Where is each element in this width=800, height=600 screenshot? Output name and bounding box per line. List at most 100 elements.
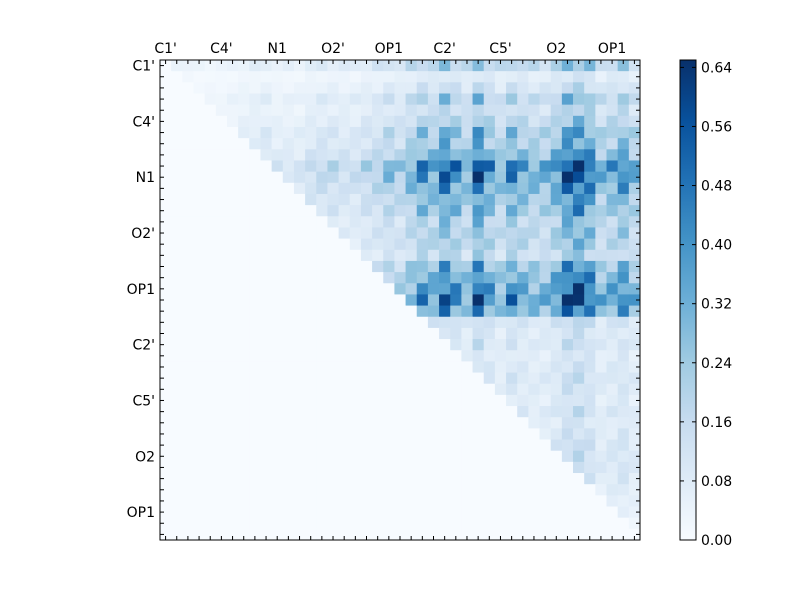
- heatmap-cell: [327, 71, 339, 83]
- heatmap-cell: [327, 495, 339, 507]
- heatmap-cell: [427, 171, 440, 184]
- heatmap-cell: [226, 283, 239, 295]
- heatmap-cell: [584, 227, 596, 239]
- heatmap-cell: [249, 383, 261, 396]
- heatmap-cell: [617, 216, 630, 228]
- heatmap-cell: [561, 428, 574, 440]
- heatmap-cell: [606, 238, 619, 251]
- heatmap-cell: [450, 205, 462, 217]
- heatmap-cell: [416, 260, 429, 273]
- heatmap-cell: [450, 450, 462, 463]
- heatmap-cell: [450, 305, 462, 318]
- heatmap-cell: [461, 417, 473, 429]
- heatmap-cell: [405, 126, 418, 139]
- heatmap-cell: [517, 406, 529, 418]
- heatmap-cell: [584, 450, 596, 463]
- heatmap-cell: [271, 193, 284, 206]
- heatmap-cell: [271, 417, 284, 429]
- heatmap-cell: [528, 272, 540, 284]
- heatmap-cell: [260, 506, 273, 519]
- heatmap-cell: [204, 160, 217, 173]
- heatmap-cell: [561, 528, 574, 541]
- heatmap-cell: [238, 450, 250, 463]
- heatmap-cell: [249, 339, 261, 351]
- heatmap-cell: [427, 71, 440, 83]
- heatmap-cell: [182, 417, 194, 429]
- heatmap-cell: [427, 339, 440, 351]
- heatmap-cell: [628, 473, 641, 485]
- heatmap-cell: [305, 394, 317, 407]
- heatmap-cell: [494, 182, 507, 195]
- heatmap-cell: [517, 171, 529, 184]
- heatmap-cell: [327, 227, 339, 239]
- heatmap-cell: [293, 115, 306, 128]
- heatmap-cell: [226, 383, 239, 396]
- heatmap-cell: [249, 126, 261, 139]
- heatmap-cell: [439, 484, 451, 496]
- heatmap-cell: [204, 193, 217, 206]
- heatmap-cell: [561, 361, 574, 373]
- heatmap-cell: [416, 283, 429, 295]
- heatmap-cell: [528, 82, 540, 94]
- heatmap-cell: [260, 372, 273, 385]
- heatmap-cell: [584, 104, 596, 117]
- x-tick-label: N1: [268, 41, 287, 57]
- heatmap-cell: [182, 104, 194, 117]
- heatmap-cell: [305, 260, 317, 273]
- heatmap-cell: [383, 316, 395, 329]
- heatmap-cell: [405, 484, 418, 496]
- heatmap-cell: [293, 249, 306, 262]
- heatmap-cell: [293, 383, 306, 396]
- heatmap-cell: [282, 372, 295, 385]
- heatmap-cell: [606, 517, 619, 530]
- heatmap-cell: [360, 528, 373, 541]
- colorbar-tick-label: 0.48: [701, 179, 732, 195]
- heatmap-cell: [338, 104, 351, 117]
- heatmap-cell: [561, 517, 574, 530]
- heatmap-cell: [573, 350, 585, 362]
- heatmap-cell: [282, 506, 295, 519]
- heatmap-cell: [349, 528, 362, 541]
- heatmap-cell: [171, 428, 183, 440]
- heatmap-cell: [349, 439, 362, 452]
- heatmap-cell: [282, 205, 295, 217]
- heatmap-cell: [405, 316, 418, 329]
- heatmap-cell: [427, 193, 440, 206]
- heatmap-cell: [584, 93, 596, 106]
- heatmap-cell: [584, 361, 596, 373]
- heatmap-cell: [282, 406, 295, 418]
- heatmap-cell: [383, 439, 395, 452]
- heatmap-cell: [305, 115, 317, 128]
- heatmap-cell: [539, 149, 552, 161]
- heatmap-cell: [427, 160, 440, 173]
- heatmap-cell: [528, 439, 540, 452]
- heatmap-cell: [383, 93, 395, 106]
- heatmap-cell: [550, 216, 563, 228]
- heatmap-cell: [171, 484, 183, 496]
- heatmap-cell: [394, 439, 406, 452]
- heatmap-cell: [249, 439, 261, 452]
- heatmap-cell: [528, 193, 540, 206]
- heatmap-cell: [450, 227, 462, 239]
- heatmap-cell: [372, 417, 384, 429]
- heatmap-cell: [427, 417, 440, 429]
- heatmap-cell: [628, 193, 641, 206]
- heatmap-cell: [517, 294, 529, 306]
- heatmap-cell: [182, 193, 194, 206]
- heatmap-cell: [349, 394, 362, 407]
- heatmap-cell: [249, 115, 261, 128]
- heatmap-cell: [193, 193, 206, 206]
- heatmap-cell: [182, 305, 194, 318]
- heatmap-cell: [472, 305, 485, 318]
- heatmap-cell: [193, 216, 206, 228]
- heatmap-cell: [617, 450, 630, 463]
- heatmap-cell: [461, 339, 473, 351]
- heatmap-cell: [182, 71, 194, 83]
- heatmap-cell: [405, 238, 418, 251]
- heatmap-cell: [383, 126, 395, 139]
- heatmap-cell: [260, 71, 273, 83]
- heatmap-cell: [617, 149, 630, 161]
- heatmap-cell: [316, 305, 328, 318]
- heatmap-cell: [517, 372, 529, 385]
- heatmap-cell: [472, 182, 485, 195]
